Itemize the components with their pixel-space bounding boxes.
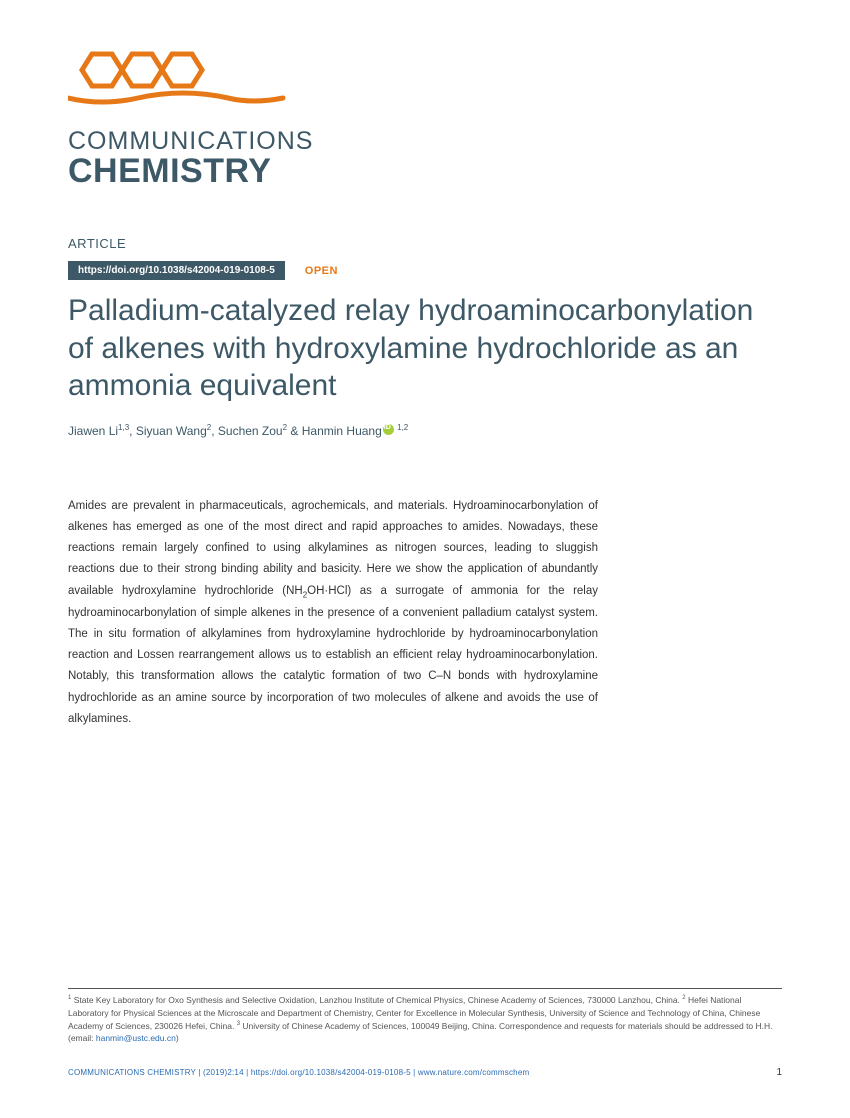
citation-line: COMMUNICATIONS CHEMISTRY | (2019)2:14 | …	[68, 1068, 529, 1077]
journal-name-line2: CHEMISTRY	[68, 152, 782, 191]
open-access-label: OPEN	[305, 265, 338, 277]
authors-text: Jiawen Li1,3, Siyuan Wang2, Suchen Zou2 …	[68, 424, 382, 438]
corresponding-email[interactable]: hanmin@ustc.edu.cn	[96, 1033, 176, 1043]
doi-badge[interactable]: https://doi.org/10.1038/s42004-019-0108-…	[68, 261, 285, 280]
article-title: Palladium-catalyzed relay hydroaminocarb…	[68, 292, 782, 405]
footer: 1 State Key Laboratory for Oxo Synthesis…	[68, 988, 782, 1078]
orcid-icon[interactable]	[383, 424, 394, 435]
abstract-text: Amides are prevalent in pharmaceuticals,…	[68, 496, 598, 731]
page-number: 1	[776, 1067, 782, 1078]
doi-row: https://doi.org/10.1038/s42004-019-0108-…	[68, 261, 782, 280]
article-type-label: ARTICLE	[68, 236, 782, 251]
affiliations-close: )	[176, 1033, 179, 1043]
hexagon-icon	[68, 50, 782, 119]
authors-list: Jiawen Li1,3, Siyuan Wang2, Suchen Zou2 …	[68, 423, 782, 438]
affiliations: 1 State Key Laboratory for Oxo Synthesis…	[68, 988, 782, 1045]
journal-logo: COMMUNICATIONS CHEMISTRY	[68, 50, 782, 191]
footer-bar: COMMUNICATIONS CHEMISTRY | (2019)2:14 | …	[68, 1067, 782, 1078]
